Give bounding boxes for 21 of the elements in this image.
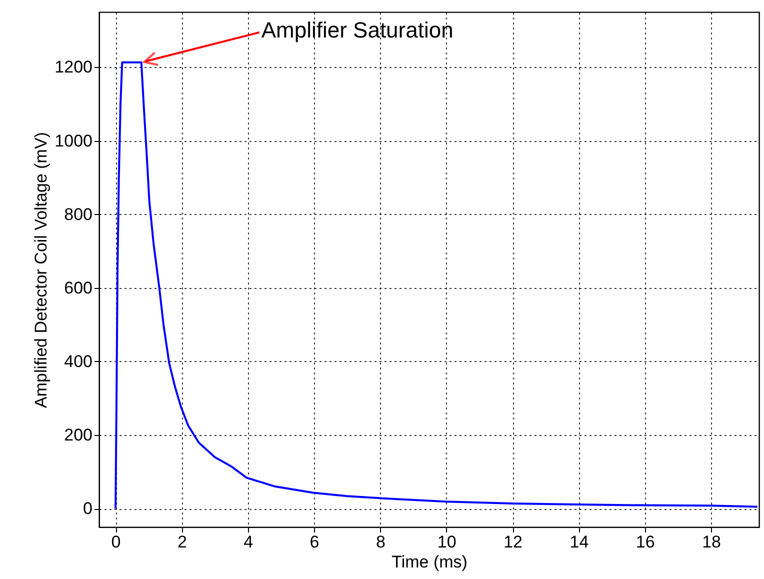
x-tick-label: 8 (376, 532, 386, 552)
x-tick-label: 16 (636, 532, 655, 552)
x-tick-label: 2 (177, 532, 187, 552)
y-tick-label: 1000 (54, 131, 92, 150)
x-tick-label: 6 (310, 532, 320, 552)
annotation: Amplifier Saturation (261, 17, 454, 42)
y-tick-label: 600 (64, 278, 92, 298)
x-tick-label: 10 (437, 532, 456, 552)
y-tick-label: 400 (64, 352, 92, 371)
x-tick-label: 12 (504, 532, 522, 552)
x-axis-title: Time (ms) (392, 552, 468, 572)
x-tick-label: 4 (244, 532, 254, 552)
x-tick-label: 14 (570, 532, 589, 552)
x-tick-label: 18 (702, 532, 721, 552)
x-tick-label: 0 (111, 532, 121, 552)
y-tick-label: 1200 (54, 58, 92, 77)
line-series (114, 61, 758, 510)
y-tick-label: 0 (83, 499, 92, 518)
y-axis-title: Amplified Detector Coil Voltage (mV) (32, 132, 51, 408)
y-tick-label: 200 (64, 426, 92, 445)
y-tick-label: 800 (64, 204, 92, 224)
